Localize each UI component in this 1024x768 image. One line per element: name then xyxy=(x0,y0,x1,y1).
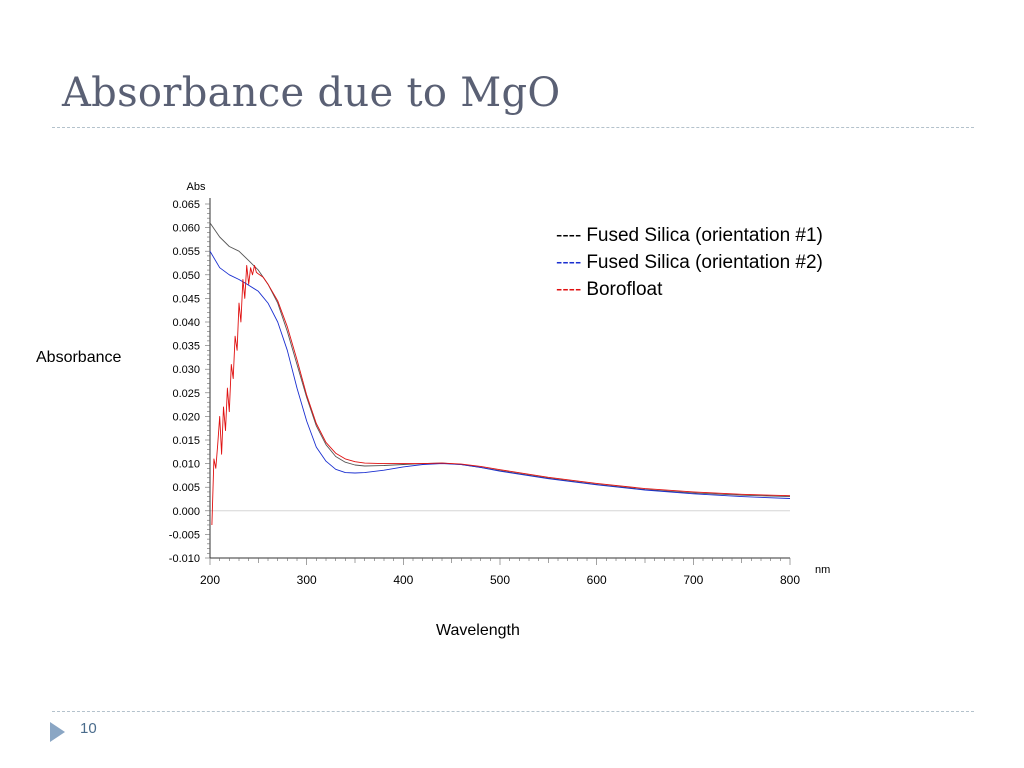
x-tick-label: 600 xyxy=(587,573,607,587)
y-tick-label: 0.005 xyxy=(172,482,200,494)
x-tick-label: 200 xyxy=(200,573,220,587)
legend-entry-fused-silica-2: ---- Fused Silica (orientation #2) xyxy=(556,249,823,276)
legend-label: Borofloat xyxy=(586,279,663,300)
legend-entry-borofloat: ---- Borofloat xyxy=(556,276,823,303)
y-tick-label: 0.000 xyxy=(172,506,200,518)
y-tick-label: 0.025 xyxy=(172,388,200,400)
x-tick-label: 700 xyxy=(683,573,703,587)
x-axis-title: Wavelength xyxy=(436,622,520,639)
slide-arrow-icon xyxy=(50,722,65,742)
footer-divider xyxy=(52,711,974,712)
y-tick-label: 0.050 xyxy=(172,270,200,282)
y-tick-label: 0.060 xyxy=(172,223,200,235)
y-tick-label: -0.005 xyxy=(169,529,200,541)
series-line-3 xyxy=(211,264,791,526)
x-tick-label: 800 xyxy=(780,573,800,587)
y-tick-label: 0.040 xyxy=(172,317,200,329)
title-divider xyxy=(52,127,974,128)
x-tick-label: 400 xyxy=(393,573,413,587)
y-axis-title: Absorbance xyxy=(36,349,122,366)
x-tick-label: 500 xyxy=(490,573,510,587)
y-unit-label: Abs xyxy=(187,181,206,193)
y-tick-label: 0.020 xyxy=(172,411,200,423)
x-tick-label: 300 xyxy=(297,573,317,587)
y-tick-label: 0.035 xyxy=(172,341,200,353)
x-unit-label: nm xyxy=(815,564,830,576)
legend-label: Fused Silica (orientation #1) xyxy=(586,225,823,246)
legend-dash-black: ---- xyxy=(556,225,582,246)
y-tick-label: 0.015 xyxy=(172,435,200,447)
y-tick-label: 0.055 xyxy=(172,246,200,258)
series-line-2 xyxy=(209,250,791,499)
y-tick-label: 0.065 xyxy=(172,199,200,211)
y-tick-label: 0.045 xyxy=(172,293,200,305)
y-tick-label: 0.030 xyxy=(172,364,200,376)
series-line-1 xyxy=(209,222,791,498)
legend-dash-red: ---- xyxy=(556,279,582,300)
legend-label: Fused Silica (orientation #2) xyxy=(586,252,823,273)
y-tick-label: 0.010 xyxy=(172,459,200,471)
y-tick-label: -0.010 xyxy=(169,553,200,565)
slide-title: Absorbance due to MgO xyxy=(62,70,561,116)
slide-number: 10 xyxy=(80,720,97,737)
chart-legend: ---- Fused Silica (orientation #1) ---- Fu… xyxy=(556,222,823,303)
legend-dash-blue: ---- xyxy=(556,252,582,273)
legend-entry-fused-silica-1: ---- Fused Silica (orientation #1) xyxy=(556,222,823,249)
